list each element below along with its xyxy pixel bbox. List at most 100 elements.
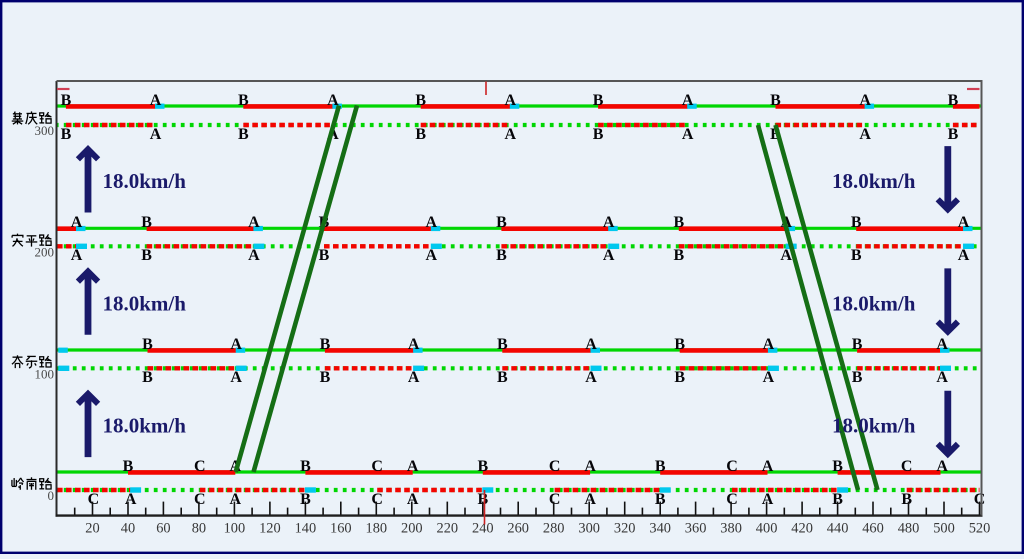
svg-text:A: A (248, 214, 260, 231)
svg-text:A: A (407, 491, 419, 508)
svg-text:460: 460 (862, 521, 884, 537)
svg-text:A: A (936, 336, 948, 353)
svg-text:A: A (71, 247, 83, 264)
svg-text:200: 200 (401, 521, 423, 537)
svg-text:B: B (415, 92, 426, 109)
svg-text:B: B (673, 214, 684, 231)
svg-text:B: B (238, 92, 249, 109)
svg-text:200: 200 (35, 244, 55, 259)
svg-text:A: A (936, 458, 948, 475)
svg-text:B: B (593, 92, 604, 109)
svg-text:C: C (371, 458, 383, 475)
svg-text:A: A (150, 92, 162, 109)
svg-text:A: A (584, 458, 596, 475)
svg-text:B: B (477, 458, 488, 475)
svg-text:A: A (150, 126, 162, 143)
svg-text:A: A (780, 247, 792, 264)
svg-text:B: B (832, 458, 843, 475)
svg-text:300: 300 (578, 521, 600, 537)
svg-text:C: C (194, 458, 206, 475)
svg-text:500: 500 (933, 521, 955, 537)
svg-text:18.0km/h: 18.0km/h (832, 169, 916, 193)
svg-text:A: A (230, 369, 242, 386)
svg-text:B: B (901, 491, 912, 508)
svg-text:C: C (901, 458, 913, 475)
svg-text:B: B (832, 491, 843, 508)
svg-text:B: B (674, 336, 685, 353)
svg-text:A: A (763, 336, 775, 353)
svg-text:18.0km/h: 18.0km/h (103, 291, 187, 315)
svg-text:480: 480 (898, 521, 920, 537)
svg-text:B: B (300, 491, 311, 508)
svg-text:B: B (142, 336, 153, 353)
svg-text:B: B (141, 247, 152, 264)
svg-text:C: C (194, 491, 206, 508)
svg-text:C: C (726, 491, 738, 508)
svg-text:B: B (593, 126, 604, 143)
svg-text:B: B (497, 336, 508, 353)
svg-text:A: A (407, 458, 419, 475)
svg-text:B: B (415, 126, 426, 143)
svg-text:100: 100 (224, 521, 246, 537)
svg-text:A: A (408, 336, 420, 353)
svg-text:B: B (674, 369, 685, 386)
svg-text:A: A (230, 336, 242, 353)
svg-text:B: B (142, 369, 153, 386)
svg-text:B: B (319, 247, 330, 264)
svg-text:240: 240 (472, 521, 494, 537)
svg-text:A: A (505, 126, 517, 143)
svg-text:320: 320 (614, 521, 636, 537)
svg-text:B: B (320, 369, 331, 386)
svg-text:420: 420 (791, 521, 813, 537)
svg-text:B: B (852, 369, 863, 386)
svg-text:B: B (497, 369, 508, 386)
svg-text:100: 100 (35, 366, 55, 381)
svg-text:220: 220 (437, 521, 459, 537)
svg-text:18.0km/h: 18.0km/h (103, 169, 187, 193)
svg-text:40: 40 (121, 521, 135, 537)
svg-text:A: A (125, 491, 137, 508)
svg-text:180: 180 (366, 521, 388, 537)
svg-text:18.0km/h: 18.0km/h (832, 291, 916, 315)
svg-text:A: A (603, 214, 615, 231)
svg-text:0: 0 (48, 488, 55, 503)
svg-text:B: B (851, 247, 862, 264)
svg-text:B: B (852, 336, 863, 353)
svg-text:A: A (603, 247, 615, 264)
svg-text:A: A (584, 491, 596, 508)
svg-text:260: 260 (507, 521, 529, 537)
svg-text:A: A (958, 247, 970, 264)
svg-text:B: B (477, 491, 488, 508)
svg-text:A: A (327, 92, 339, 109)
svg-text:C: C (974, 491, 986, 508)
svg-text:A: A (762, 491, 774, 508)
svg-text:400: 400 (756, 521, 778, 537)
svg-text:B: B (770, 126, 781, 143)
svg-text:120: 120 (259, 521, 281, 537)
svg-text:A: A (936, 369, 948, 386)
svg-text:A: A (230, 491, 242, 508)
svg-text:140: 140 (295, 521, 317, 537)
svg-text:B: B (320, 336, 331, 353)
svg-text:A: A (426, 247, 438, 264)
svg-text:B: B (238, 126, 249, 143)
svg-text:A: A (958, 214, 970, 231)
svg-text:B: B (61, 126, 72, 143)
svg-text:360: 360 (685, 521, 707, 537)
svg-text:18.0km/h: 18.0km/h (832, 414, 916, 438)
svg-text:B: B (496, 247, 507, 264)
svg-text:A: A (71, 214, 83, 231)
svg-text:B: B (655, 458, 666, 475)
svg-text:18.0km/h: 18.0km/h (103, 414, 187, 438)
svg-text:C: C (549, 491, 561, 508)
svg-text:A: A (859, 92, 871, 109)
svg-text:A: A (426, 214, 438, 231)
svg-text:B: B (496, 214, 507, 231)
svg-text:B: B (655, 491, 666, 508)
svg-text:280: 280 (543, 521, 565, 537)
svg-text:A: A (408, 369, 420, 386)
svg-text:C: C (726, 458, 738, 475)
svg-text:B: B (673, 247, 684, 264)
svg-text:B: B (770, 92, 781, 109)
svg-text:A: A (682, 92, 694, 109)
